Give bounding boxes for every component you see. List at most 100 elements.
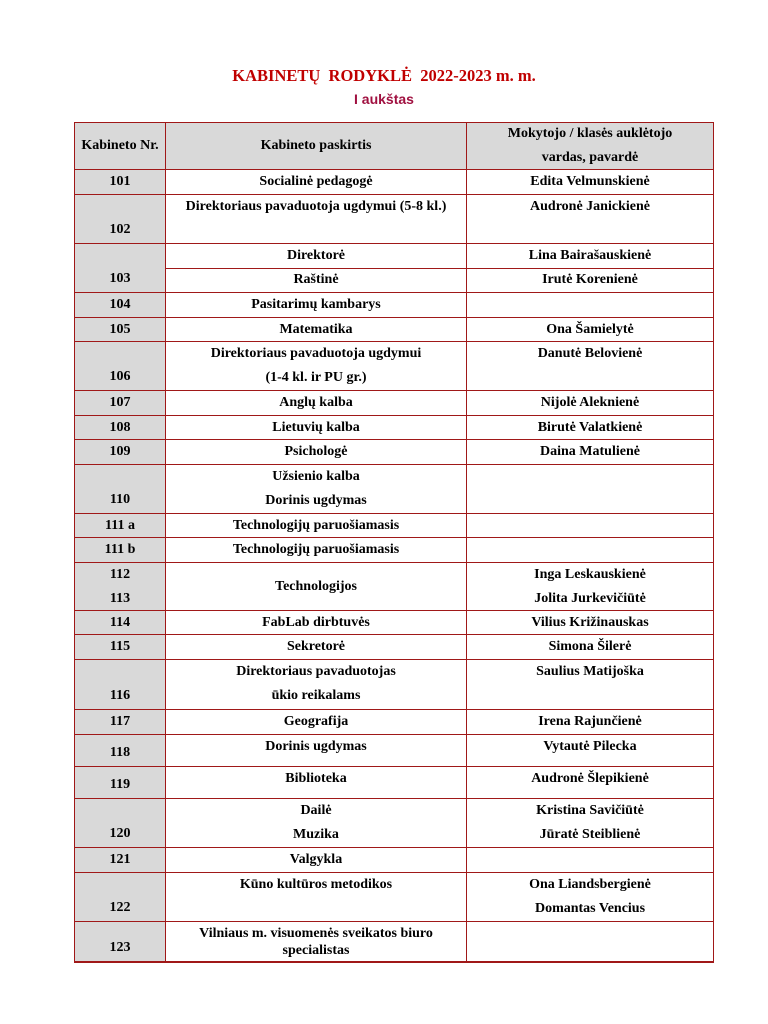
teacher-name-cell: Ona Šamielytė bbox=[467, 318, 714, 342]
room-number-cell: 121 bbox=[75, 848, 166, 873]
room-number-cell-line: 121 bbox=[109, 852, 131, 867]
room-purpose-cell: Raštinė bbox=[166, 268, 467, 293]
room-number-cell: 116 bbox=[75, 660, 166, 710]
room-number-cell: 101 bbox=[75, 170, 166, 195]
room-purpose-cell-line: Muzika bbox=[293, 827, 339, 842]
room-purpose-cell-line: Direktoriaus pavaduotojas bbox=[236, 664, 396, 679]
teacher-name-cell-line: Lina Bairašauskienė bbox=[528, 247, 652, 263]
room-purpose-cell: Geografija bbox=[166, 710, 467, 735]
teacher-name-cell: Saulius Matijoška bbox=[467, 660, 714, 710]
room-purpose-cell-line: Direktorė bbox=[286, 247, 346, 263]
teacher-name-cell: Ona Liandsbergienė Domantas Vencius bbox=[467, 873, 714, 922]
room-number-cell: 118 bbox=[75, 735, 166, 767]
teacher-name-cell: Vytautė Pilecka bbox=[467, 735, 714, 767]
room-number-cell-line: 109 bbox=[109, 444, 131, 459]
teacher-name-cell-line: Irena Rajunčienė bbox=[538, 714, 642, 729]
teacher-name-cell bbox=[467, 465, 714, 514]
column-header-number-line: Kabineto Nr. bbox=[81, 138, 159, 153]
room-purpose-cell-line: Anglų kalba bbox=[279, 395, 353, 410]
room-number-cell-line: 111 a bbox=[105, 517, 135, 533]
room-purpose-cell-line: Psichologė bbox=[284, 444, 348, 459]
room-purpose-cell-line: Lietuvių kalba bbox=[272, 419, 360, 435]
room-purpose-cell-line: specialistas bbox=[282, 942, 350, 958]
teacher-name-cell: Audronė Šlepikienė bbox=[467, 767, 714, 799]
teacher-name-cell-line: Audronė Šlepikienė bbox=[531, 771, 649, 786]
column-header-purpose: Kabineto paskirtis bbox=[166, 123, 467, 170]
teacher-name-cell: Danutė Belovienė bbox=[467, 342, 714, 391]
teacher-name-cell bbox=[467, 293, 714, 318]
room-purpose-cell-line: (1-4 kl. ir PU gr.) bbox=[265, 370, 367, 385]
teacher-name-cell-line: Ona Šamielytė bbox=[546, 321, 634, 337]
room-purpose-cell: Sekretorė bbox=[166, 635, 467, 660]
room-purpose-cell: Užsienio kalba Dorinis ugdymas bbox=[166, 465, 467, 514]
room-number-cell-line: 110 bbox=[109, 492, 131, 507]
room-purpose-cell: Direktoriaus pavaduotoja ugdymui (1-4 kl.… bbox=[166, 342, 467, 391]
room-number-cell-line: 107 bbox=[109, 395, 131, 410]
room-purpose-cell-line: Raštinė bbox=[293, 272, 339, 288]
room-number-cell-line: 103 bbox=[109, 271, 131, 286]
room-purpose-cell-line: Technologijų paruošiamasis bbox=[232, 517, 400, 533]
room-number-cell: 109 bbox=[75, 440, 166, 465]
teacher-name-cell: Vilius Križinauskas bbox=[467, 611, 714, 635]
room-number-cell: 122 bbox=[75, 873, 166, 922]
room-number-cell-line: 108 bbox=[109, 419, 131, 435]
teacher-name-cell: Edita Velmunskienė bbox=[467, 170, 714, 195]
room-number-cell-line: 120 bbox=[109, 826, 131, 841]
room-purpose-cell-line: Matematika bbox=[279, 321, 353, 337]
room-purpose-cell-line: Užsienio kalba bbox=[272, 469, 360, 484]
room-number-cell-line: 106 bbox=[109, 369, 131, 384]
room-purpose-cell-line: Dailė bbox=[300, 803, 332, 818]
room-purpose-cell: Kūno kultūros metodikos bbox=[166, 873, 467, 922]
room-purpose-cell: Valgykla bbox=[166, 848, 467, 873]
room-number-cell-line: 112 bbox=[109, 567, 131, 582]
teacher-name-cell-line: Nijolė Aleknienė bbox=[540, 395, 640, 410]
room-number-cell: 107 bbox=[75, 391, 166, 416]
teacher-name-cell: Audronė Janickienė bbox=[467, 195, 714, 244]
room-purpose-cell: Pasitarimų kambarys bbox=[166, 293, 467, 318]
room-number-cell: 123 bbox=[75, 922, 166, 962]
room-purpose-cell: Technologijų paruošiamasis bbox=[166, 538, 467, 563]
room-number-cell: 111 a bbox=[75, 514, 166, 538]
page-title: KABINETŲ RODYKLĖ 2022-2023 m. m. bbox=[232, 66, 536, 85]
teacher-name-cell-line: Danutė Belovienė bbox=[537, 346, 643, 361]
room-number-cell: 112 113 bbox=[75, 563, 166, 611]
room-purpose-cell: Direktoriaus pavaduotojas ūkio reikalams bbox=[166, 660, 467, 710]
room-purpose-cell: FabLab dirbtuvės bbox=[166, 611, 467, 635]
teacher-name-cell-line: Birutė Valatkienė bbox=[537, 419, 643, 435]
room-number-cell-line: 118 bbox=[109, 745, 131, 760]
teacher-name-cell-line: Vilius Križinauskas bbox=[531, 614, 649, 630]
room-purpose-cell-line: Technologijos bbox=[275, 578, 357, 594]
room-purpose-cell-line: Sekretorė bbox=[286, 639, 346, 654]
room-purpose-cell-line: FabLab dirbtuvės bbox=[262, 614, 370, 630]
room-purpose-cell: Technologijos bbox=[166, 563, 467, 611]
room-number-cell-line: 116 bbox=[109, 688, 131, 703]
room-number-cell-line: 122 bbox=[109, 900, 131, 915]
teacher-name-cell-line: Inga Leskauskienė bbox=[534, 567, 646, 582]
room-number-cell-line: 115 bbox=[109, 639, 131, 654]
room-purpose-cell-line: Socialinė pedagogė bbox=[259, 174, 373, 189]
room-number-cell: 117 bbox=[75, 710, 166, 735]
room-number-cell: 106 bbox=[75, 342, 166, 391]
room-purpose-cell: Direktorė bbox=[166, 244, 467, 269]
teacher-name-cell-line: Edita Velmunskienė bbox=[530, 174, 650, 189]
room-purpose-cell-line: ūkio reikalams bbox=[271, 688, 361, 703]
room-purpose-cell: Technologijų paruošiamasis bbox=[166, 514, 467, 538]
room-number-cell-line: 113 bbox=[109, 591, 131, 606]
room-number-cell: 114 bbox=[75, 611, 166, 635]
room-number-cell-line: 111 b bbox=[104, 542, 136, 557]
room-number-cell-line: 119 bbox=[109, 777, 131, 792]
room-number-cell: 120 bbox=[75, 799, 166, 848]
room-purpose-cell: Psichologė bbox=[166, 440, 467, 465]
room-purpose-cell: Vilniaus m. visuomenės sveikatos biuro sp… bbox=[166, 922, 467, 962]
column-header-teacher-line: vardas, pavardė bbox=[541, 150, 639, 165]
teacher-name-cell bbox=[467, 848, 714, 873]
teacher-name-cell-line: Jolita Jurkevičiūtė bbox=[534, 591, 646, 606]
room-purpose-cell: Anglų kalba bbox=[166, 391, 467, 416]
column-header-purpose-line: Kabineto paskirtis bbox=[260, 138, 372, 153]
room-purpose-cell: Dailė Muzika bbox=[166, 799, 467, 848]
room-purpose-cell-line: Direktoriaus pavaduotoja ugdymui (5-8 kl… bbox=[185, 199, 447, 214]
teacher-name-cell-line: Simona Šilerė bbox=[548, 639, 632, 654]
teacher-name-cell: Irena Rajunčienė bbox=[467, 710, 714, 735]
teacher-name-cell: Inga Leskauskienė Jolita Jurkevičiūtė bbox=[467, 563, 714, 611]
teacher-name-cell-line: Kristina Savičiūtė bbox=[536, 803, 644, 818]
